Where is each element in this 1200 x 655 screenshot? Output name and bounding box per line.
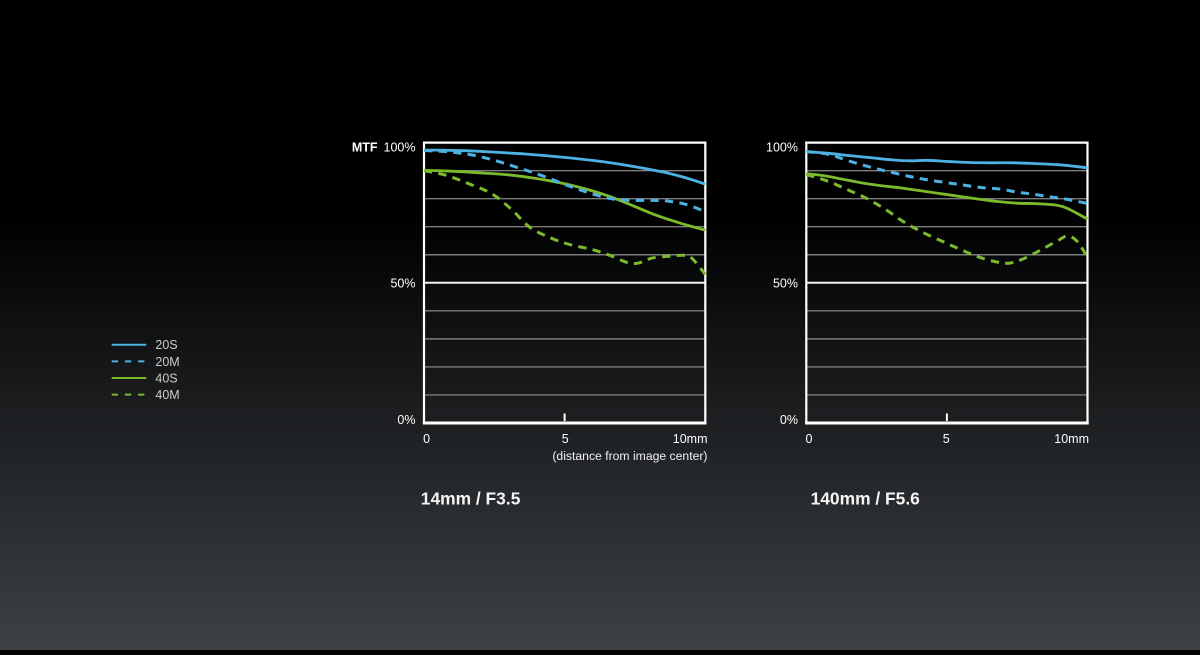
svg-text:40S: 40S: [155, 371, 177, 385]
svg-text:(distance from image center): (distance from image center): [552, 449, 707, 463]
svg-text:0%: 0%: [397, 413, 415, 427]
svg-text:MTF: MTF: [352, 141, 378, 155]
svg-text:10mm: 10mm: [1054, 432, 1089, 446]
svg-text:100%: 100%: [766, 141, 798, 155]
svg-text:10mm: 10mm: [673, 432, 708, 446]
svg-text:0: 0: [423, 432, 430, 446]
svg-text:14mm / F3.5: 14mm / F3.5: [421, 489, 521, 509]
svg-text:50%: 50%: [390, 277, 415, 291]
svg-text:20S: 20S: [155, 338, 177, 352]
svg-text:50%: 50%: [773, 277, 798, 291]
svg-text:5: 5: [562, 432, 569, 446]
svg-text:20M: 20M: [155, 355, 179, 369]
svg-text:5: 5: [943, 432, 950, 446]
svg-text:0%: 0%: [780, 413, 798, 427]
svg-text:100%: 100%: [384, 141, 416, 155]
svg-text:0: 0: [806, 432, 813, 446]
svg-text:140mm / F5.6: 140mm / F5.6: [811, 489, 921, 509]
svg-text:40M: 40M: [155, 388, 179, 402]
